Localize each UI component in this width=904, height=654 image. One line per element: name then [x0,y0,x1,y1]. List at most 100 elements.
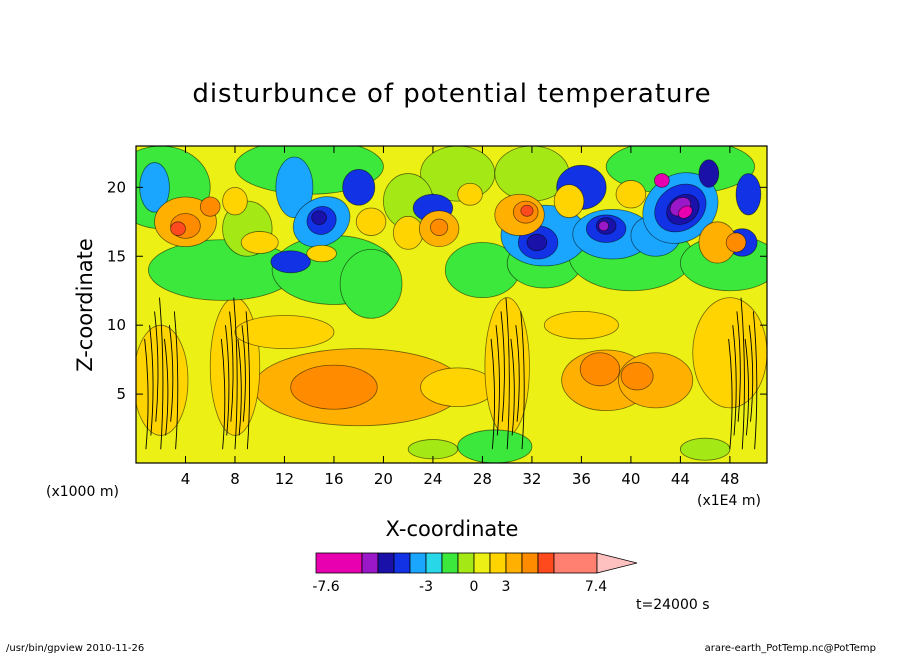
colorbar-segment [409,552,427,574]
contour-line [245,311,250,450]
time-label: t=24000 s [636,597,710,613]
footer-left: /usr/bin/gpview 2010-11-26 [6,643,144,654]
field-cell [170,221,186,236]
y-unit-label: (x1000 m) [46,484,119,500]
contour-line [736,311,741,422]
y-axis-label: Z-coordinate [73,238,97,372]
contour-line [168,325,174,422]
contour-line [164,338,169,436]
x-axis-label: X-coordinate [386,517,519,541]
field-cell [678,205,693,219]
colorbar-segment [505,552,523,574]
field-cell [598,220,610,232]
contour-line [505,297,510,450]
contour-line [149,325,154,436]
x-tick-label: 4 [181,470,191,488]
field-cell [290,364,378,410]
y-tick-label: 10 [107,316,126,334]
colorbar-tick-label: -7.6 [312,579,339,595]
x-tick-label: 44 [671,470,690,488]
plot-frame [135,145,768,464]
x-tick-label: 32 [522,470,541,488]
chart-title: disturbunce of potential temperature [192,79,711,109]
contour-line [500,311,505,422]
x-tick-label: 12 [275,470,294,488]
field-cell [342,169,376,206]
field-cell [311,210,327,225]
field-cell [234,315,335,350]
x-tick-label: 8 [230,470,240,488]
y-tick-label: 15 [107,247,126,265]
contour-line [241,325,246,422]
field-cell [270,250,311,274]
field-cell [725,232,747,253]
colorbar-segment [425,552,443,574]
contour-line [225,325,230,436]
field-cell [654,173,670,188]
x-unit-label: (x1E4 m) [697,493,761,509]
field-cell [679,437,731,461]
field-cell [306,244,337,263]
field-layer [136,146,767,463]
colorbar: -7.6 -3 0 3 7.4 [312,552,638,595]
x-axis: 4 8 12 16 20 24 28 32 36 40 44 48 [181,146,739,488]
field-cell [620,361,654,391]
field-cell [430,218,449,236]
contour-line [229,311,234,422]
field-cell [735,173,762,216]
colorbar-segment [537,552,555,574]
field-cell [526,233,548,252]
contour-line [732,325,737,436]
colorbar-segment [393,552,411,574]
contour-line [159,297,164,450]
field-cell [420,367,496,407]
contour-line [520,311,525,450]
field-cell [222,186,248,216]
field-cell [457,429,533,463]
x-tick-label: 36 [572,470,591,488]
contour-line [233,297,238,450]
colorbar-tick-label: 0 [470,579,479,595]
plot-area [136,146,767,463]
contour-line [744,338,750,436]
colorbar-tick-label: 7.4 [585,579,607,595]
colorbar-segment [489,552,507,574]
colorbar-segment [361,552,379,574]
field-cell [339,248,403,319]
contour-line [740,297,745,450]
colorbar-tick-label: -3 [419,579,433,595]
field-cell [543,310,619,340]
contour-line [154,311,159,422]
footer-right: arare-earth_PotTemp.nc@PotTemp [705,643,876,654]
colorbar-segment [377,552,395,574]
field-fine-layer [144,297,758,450]
contour-line [748,325,754,422]
contour-line [173,311,179,450]
field-cell [199,196,221,217]
field-cell [698,159,720,188]
field-cell [553,184,585,219]
contour-line [220,338,226,450]
field-cell [615,180,647,209]
x-tick-label: 20 [374,470,393,488]
contour-line [515,325,520,422]
colorbar-segment [473,552,491,574]
field-cell [457,182,483,206]
contour-line [752,311,758,450]
contour-line [510,338,515,436]
colorbar-tick-label: 3 [502,579,511,595]
colorbar-segment [457,552,475,574]
x-tick-label: 28 [473,470,492,488]
x-tick-label: 16 [324,470,343,488]
contour-line [237,338,242,436]
contour-line [144,338,149,450]
contour-line [495,325,500,436]
x-tick-label: 24 [423,470,442,488]
field-cell [392,215,424,250]
contour-line [728,338,733,450]
contour-line [490,338,495,450]
field-cell [240,231,279,254]
x-tick-label: 40 [621,470,640,488]
field-cell [355,207,387,236]
